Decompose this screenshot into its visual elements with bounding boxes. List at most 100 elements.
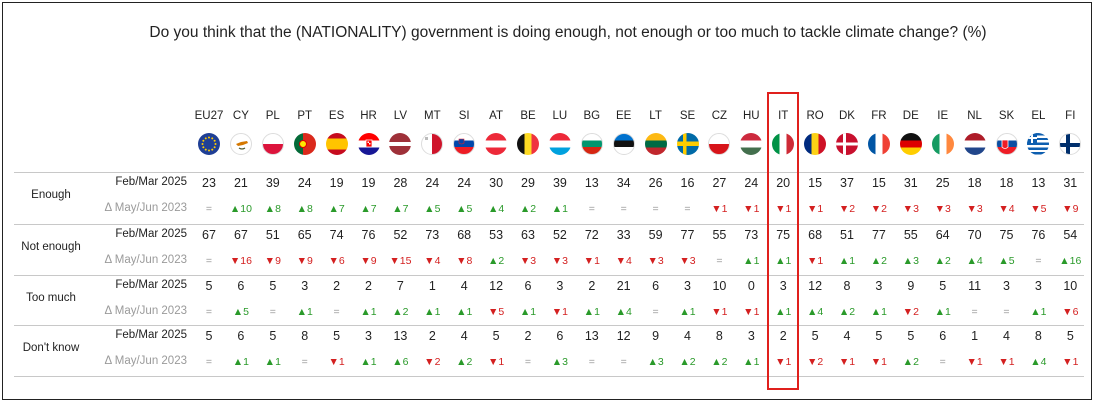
country-code: EL	[1031, 110, 1046, 122]
flag-icon-el	[1027, 133, 1050, 155]
change-cell: ▼3	[902, 203, 919, 215]
change-cell: ▼3	[551, 255, 568, 267]
value-cell: 3	[684, 279, 691, 293]
change-cell: =	[333, 306, 340, 318]
change-cell: =	[524, 356, 532, 368]
value-cell: 3	[779, 279, 787, 293]
flag-icon-pt	[293, 133, 316, 155]
change-cell: ▲8	[296, 203, 313, 215]
value-cell: 30	[489, 176, 504, 190]
change-cell: ▼15	[389, 255, 412, 267]
change-cell: ▲5	[998, 255, 1015, 267]
change-cell: ▼8	[456, 255, 473, 267]
change-cell: ▼5	[487, 306, 505, 318]
country-code: DK	[839, 110, 855, 122]
change-cell: ▲1	[743, 255, 760, 267]
value-cell: 6	[237, 329, 245, 343]
change-cell: ▲7	[392, 203, 409, 215]
country-code: CY	[232, 110, 249, 122]
value-cell: 2	[428, 329, 436, 343]
change-cell: ▲1	[360, 356, 377, 368]
change-cell: ▲2	[456, 356, 473, 368]
flag-icon-lv	[389, 133, 412, 155]
value-cell: 5	[907, 329, 915, 343]
change-cell: ▼1	[583, 255, 600, 267]
change-cell: ▼1	[1062, 356, 1079, 368]
value-cell: 5	[205, 279, 213, 293]
change-cell: =	[939, 356, 946, 368]
value-cell: 59	[648, 228, 663, 242]
change-cell: ▼2	[902, 306, 919, 318]
value-cell: 70	[967, 228, 982, 242]
change-cell: ▼4	[615, 255, 632, 267]
value-cell: 3	[875, 279, 883, 293]
country-code: BG	[583, 110, 601, 122]
country-code: EE	[616, 110, 632, 122]
country-code: LT	[649, 110, 662, 122]
value-cell: 76	[361, 228, 376, 242]
change-cell: ▼16	[229, 255, 252, 267]
row-label: Don't know	[22, 342, 80, 354]
change-cell: =	[588, 203, 595, 215]
country-code: SK	[998, 110, 1015, 122]
change-cell: ▲16	[1059, 255, 1082, 267]
change-cell: ▲3	[902, 255, 919, 267]
change-cell: ▲1	[934, 306, 951, 318]
value-cell: 4	[1003, 329, 1010, 343]
flag-icon-bg	[580, 133, 603, 155]
value-cell: 27	[712, 176, 727, 190]
value-cell: 2	[779, 329, 787, 343]
country-code: SI	[458, 110, 470, 122]
country-code: BE	[520, 110, 536, 122]
value-cell: 1	[428, 279, 436, 293]
change-cell: ▲6	[392, 356, 409, 368]
row-divider	[14, 172, 1084, 173]
change-cell: =	[652, 203, 659, 215]
value-cell: 5	[811, 329, 819, 343]
flag-icon-fr	[867, 133, 890, 155]
value-cell: 0	[747, 279, 755, 293]
value-cell: 4	[684, 329, 691, 343]
change-cell: ▼5	[1030, 203, 1047, 215]
change-cell: ▲3	[551, 356, 568, 368]
value-cell: 6	[652, 279, 660, 293]
change-cell: ▲8	[264, 203, 281, 215]
value-cell: 21	[616, 279, 631, 293]
change-cell: ▲1	[775, 255, 792, 267]
change-cell: ▲1	[1030, 306, 1047, 318]
value-cell: 5	[269, 279, 277, 293]
change-cell: ▲2	[487, 255, 505, 267]
change-cell: ▲1	[424, 306, 441, 318]
value-cell: 13	[584, 176, 599, 190]
row-divider	[14, 376, 1084, 377]
flag-icon-nl	[963, 133, 986, 155]
value-cell: 68	[808, 228, 823, 242]
change-cell: =	[205, 356, 213, 368]
change-cell: ▼1	[870, 356, 887, 368]
flag-icon-ee	[612, 133, 635, 155]
change-cell: ▲1	[232, 356, 249, 368]
value-cell: 67	[202, 228, 216, 242]
change-cell: =	[652, 306, 659, 318]
change-cell: ▲1	[360, 306, 377, 318]
value-cell: 51	[840, 228, 854, 242]
change-cell: ▲5	[232, 306, 249, 318]
period-label: Feb/Mar 2025	[115, 279, 187, 291]
change-cell: =	[205, 306, 213, 318]
value-cell: 2	[333, 279, 341, 293]
value-cell: 52	[393, 228, 408, 242]
country-code: CZ	[711, 110, 728, 122]
change-cell: =	[588, 356, 595, 368]
flag-icon-cy	[229, 133, 252, 155]
value-cell: 13	[393, 329, 408, 343]
flag-icon-be	[517, 133, 539, 155]
value-cell: 3	[1003, 279, 1010, 293]
change-cell: ▲1	[679, 306, 696, 318]
value-cell: 7	[396, 279, 404, 293]
change-cell: ▼1	[775, 356, 792, 368]
value-cell: 28	[393, 176, 408, 190]
flag-icon-hr	[357, 133, 380, 155]
value-cell: 65	[297, 228, 312, 242]
value-cell: 8	[843, 279, 851, 293]
change-cell: ▼1	[966, 356, 983, 368]
